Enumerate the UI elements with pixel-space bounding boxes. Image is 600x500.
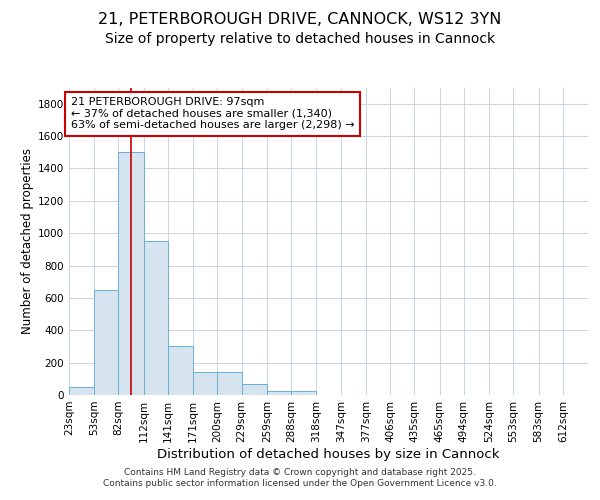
- Bar: [193, 372, 217, 395]
- Bar: [69, 387, 94, 395]
- X-axis label: Distribution of detached houses by size in Cannock: Distribution of detached houses by size …: [157, 448, 500, 460]
- Text: 21 PETERBOROUGH DRIVE: 97sqm
← 37% of detached houses are smaller (1,340)
63% of: 21 PETERBOROUGH DRIVE: 97sqm ← 37% of de…: [71, 97, 355, 130]
- Text: 21, PETERBOROUGH DRIVE, CANNOCK, WS12 3YN: 21, PETERBOROUGH DRIVE, CANNOCK, WS12 3Y…: [98, 12, 502, 28]
- Bar: [94, 290, 118, 395]
- Y-axis label: Number of detached properties: Number of detached properties: [21, 148, 34, 334]
- Bar: [267, 391, 291, 395]
- Bar: [168, 346, 193, 395]
- Bar: [143, 242, 168, 395]
- Bar: [242, 384, 267, 395]
- Bar: [217, 372, 242, 395]
- Text: Contains HM Land Registry data © Crown copyright and database right 2025.
Contai: Contains HM Land Registry data © Crown c…: [103, 468, 497, 487]
- Text: Size of property relative to detached houses in Cannock: Size of property relative to detached ho…: [105, 32, 495, 46]
- Bar: [291, 391, 316, 395]
- Bar: [118, 152, 143, 395]
